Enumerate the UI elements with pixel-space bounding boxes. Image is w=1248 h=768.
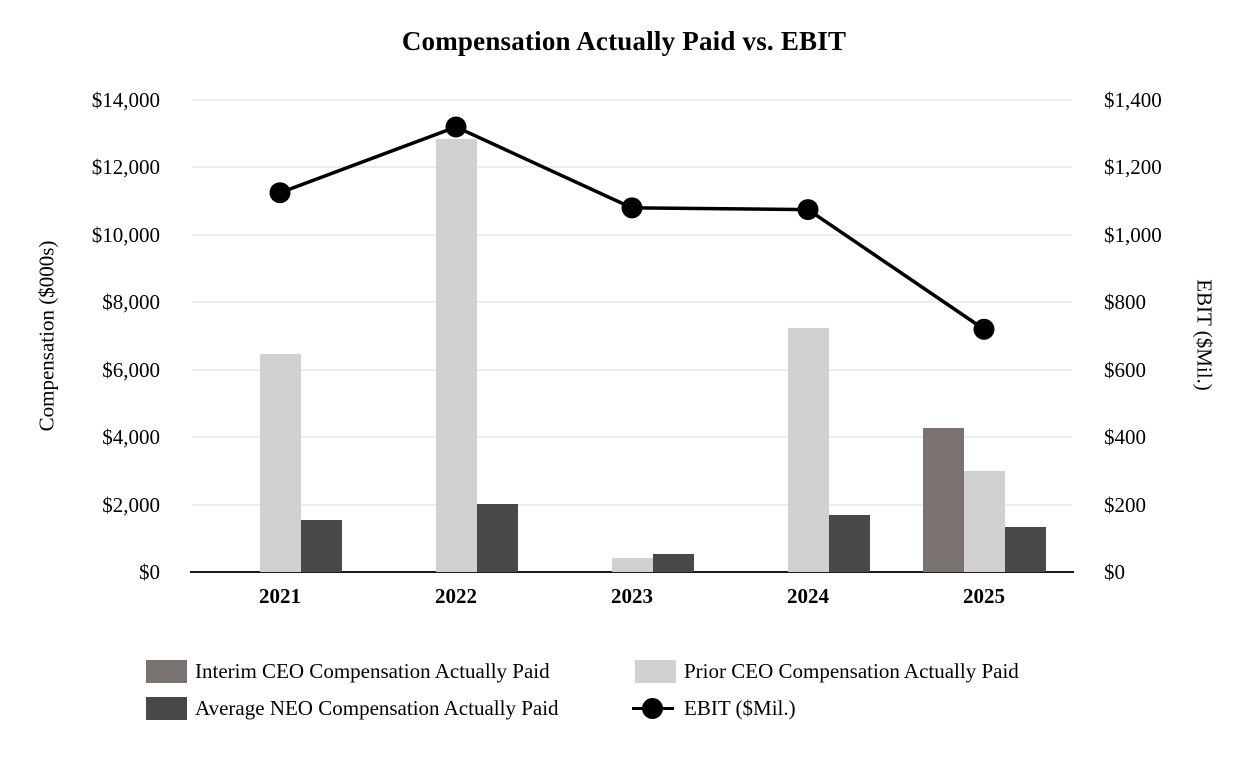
bar-prior-ceo [435,138,477,572]
left-axis-tick-label: $2,000 [102,492,160,517]
ebit-data-point [797,199,819,221]
bar-average-neo [828,515,870,572]
gridline [192,436,1072,439]
legend-label: EBIT ($Mil.) [684,696,796,720]
legend-swatch [146,697,187,720]
bar-prior-ceo [611,557,653,572]
bar-interim-ceo [922,428,964,572]
x-axis-tick-label: 2021 [259,584,301,608]
left-axis-tick-label: $8,000 [102,290,160,315]
bar-prior-ceo [787,327,829,572]
legend-swatch [146,660,187,683]
x-axis-line [190,571,1074,573]
right-axis-tick-label: $200 [1104,492,1146,517]
chart-title: Compensation Actually Paid vs. EBIT [401,26,847,56]
legend-label: Prior CEO Compensation Actually Paid [684,659,1019,683]
right-axis-tick-label: $800 [1104,290,1146,315]
bar-average-neo [1004,526,1046,572]
right-axis-tick-label: $400 [1104,425,1146,450]
ebit-data-point [445,116,467,138]
ebit-data-point [973,318,995,340]
x-axis-tick-label: 2022 [435,584,477,608]
right-axis-title: EBIT ($Mil.) [1192,279,1217,391]
right-axis-tick-label: $1,400 [1104,88,1162,112]
ebit-data-point [269,182,291,204]
x-axis-tick-label: 2025 [963,584,1005,608]
legend-label: Average NEO Compensation Actually Paid [195,696,559,720]
right-axis-tick-label: $1,000 [1104,222,1162,247]
gridline [192,99,1072,101]
left-axis-tick-label: $6,000 [102,357,160,382]
gridline [192,233,1072,236]
bar-prior-ceo [259,353,301,572]
plot-area [190,99,1074,573]
legend-label: Interim CEO Compensation Actually Paid [195,659,550,683]
left-axis-tick-label: $4,000 [102,425,160,450]
gridline [192,166,1072,169]
left-axis-tick-label: $10,000 [91,222,160,247]
left-axis-tick-label: $12,000 [91,155,160,180]
x-axis-tick-label: 2024 [787,584,829,608]
ebit-data-point [621,197,643,219]
right-axis-tick-label: $0 [1104,560,1125,584]
bar-prior-ceo [963,470,1005,572]
legend-swatch [635,660,676,683]
left-axis-title: Compensation ($000s) [34,240,59,432]
bar-average-neo [652,553,694,572]
left-axis-tick-label: $0 [139,560,160,584]
gridline [192,301,1072,304]
legend-marker-dot [642,698,663,719]
bar-average-neo [300,519,342,572]
gridline [192,368,1072,371]
right-axis-tick-label: $600 [1104,357,1146,382]
right-axis-tick-label: $1,200 [1104,155,1162,180]
bar-average-neo [476,504,518,572]
x-axis-tick-label: 2023 [611,584,653,608]
left-axis-tick-label: $14,000 [91,88,160,112]
legend-line-marker-icon [632,697,674,720]
gridline [192,503,1072,506]
